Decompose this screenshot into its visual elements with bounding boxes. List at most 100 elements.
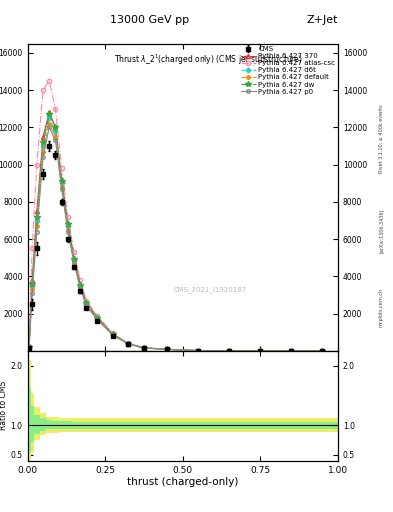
X-axis label: thrust (charged-only): thrust (charged-only) <box>127 477 239 487</box>
Pythia 6.427 d6t <box>59 180 64 186</box>
Pythia 6.427 atlas-csc <box>227 348 232 354</box>
Pythia 6.427 370 <box>47 110 51 116</box>
Pythia 6.427 default <box>110 332 115 338</box>
Pythia 6.427 atlas-csc <box>258 348 263 354</box>
Pythia 6.427 atlas-csc <box>35 162 39 168</box>
Pythia 6.427 default <box>30 286 35 292</box>
Pythia 6.427 atlas-csc <box>66 214 70 220</box>
Text: 13000 GeV pp: 13000 GeV pp <box>110 14 189 25</box>
Pythia 6.427 dw <box>84 301 89 307</box>
Pythia 6.427 atlas-csc <box>53 105 58 112</box>
Pythia 6.427 370 <box>30 277 35 283</box>
Pythia 6.427 dw <box>126 340 131 347</box>
Pythia 6.427 p0 <box>196 348 201 354</box>
Pythia 6.427 d6t <box>41 143 46 149</box>
Pythia 6.427 370 <box>53 124 58 131</box>
Pythia 6.427 dw <box>30 281 35 287</box>
Pythia 6.427 default <box>126 341 131 347</box>
Pythia 6.427 d6t <box>27 344 31 350</box>
Line: Pythia 6.427 370: Pythia 6.427 370 <box>27 111 325 353</box>
Pythia 6.427 p0 <box>53 137 58 143</box>
Pythia 6.427 default <box>72 259 77 265</box>
Pythia 6.427 d6t <box>47 115 51 121</box>
Pythia 6.427 default <box>227 348 232 354</box>
Pythia 6.427 dw <box>165 346 170 352</box>
Pythia 6.427 p0 <box>165 346 170 352</box>
Pythia 6.427 d6t <box>30 283 35 289</box>
Line: Pythia 6.427 p0: Pythia 6.427 p0 <box>28 125 324 353</box>
Pythia 6.427 default <box>320 348 325 354</box>
Pythia 6.427 default <box>84 302 89 308</box>
Pythia 6.427 default <box>35 223 39 229</box>
Pythia 6.427 370 <box>258 348 263 354</box>
Text: [arXiv:1306.3436]: [arXiv:1306.3436] <box>379 208 384 252</box>
Pythia 6.427 p0 <box>84 303 89 309</box>
Pythia 6.427 p0 <box>59 186 64 192</box>
Pythia 6.427 p0 <box>66 229 70 235</box>
Pythia 6.427 dw <box>110 331 115 337</box>
Pythia 6.427 p0 <box>41 154 46 160</box>
Pythia 6.427 370 <box>320 348 325 354</box>
Pythia 6.427 dw <box>258 348 263 354</box>
Pythia 6.427 p0 <box>47 124 51 131</box>
Pythia 6.427 p0 <box>289 348 294 354</box>
Pythia 6.427 dw <box>196 348 201 354</box>
Pythia 6.427 atlas-csc <box>27 343 31 349</box>
Pythia 6.427 d6t <box>196 348 201 354</box>
Pythia 6.427 p0 <box>30 290 35 296</box>
Pythia 6.427 dw <box>95 315 100 321</box>
Pythia 6.427 dw <box>66 221 70 227</box>
Pythia 6.427 dw <box>72 255 77 262</box>
Pythia 6.427 370 <box>41 134 46 140</box>
Text: Rivet 3.1.10; ≥ 400k events: Rivet 3.1.10; ≥ 400k events <box>379 104 384 173</box>
Pythia 6.427 atlas-csc <box>110 330 115 336</box>
Pythia 6.427 d6t <box>165 346 170 352</box>
Pythia 6.427 p0 <box>126 341 131 347</box>
Pythia 6.427 370 <box>59 177 64 183</box>
Pythia 6.427 p0 <box>72 260 77 266</box>
Pythia 6.427 d6t <box>141 345 146 351</box>
Pythia 6.427 dw <box>27 344 31 350</box>
Pythia 6.427 dw <box>41 139 46 145</box>
Pythia 6.427 d6t <box>72 257 77 263</box>
Pythia 6.427 atlas-csc <box>196 348 201 354</box>
Pythia 6.427 d6t <box>110 331 115 337</box>
Line: Pythia 6.427 dw: Pythia 6.427 dw <box>26 112 325 354</box>
Pythia 6.427 default <box>78 285 83 291</box>
Pythia 6.427 atlas-csc <box>165 346 170 352</box>
Pythia 6.427 atlas-csc <box>84 297 89 304</box>
Pythia 6.427 default <box>41 148 46 155</box>
Text: Z+Jet: Z+Jet <box>307 14 338 25</box>
Pythia 6.427 default <box>66 227 70 233</box>
Pythia 6.427 370 <box>141 345 146 351</box>
Pythia 6.427 default <box>27 345 31 351</box>
Pythia 6.427 d6t <box>320 348 325 354</box>
Pythia 6.427 p0 <box>27 345 31 351</box>
Pythia 6.427 370 <box>227 348 232 354</box>
Y-axis label: Ratio to CMS: Ratio to CMS <box>0 381 8 431</box>
Pythia 6.427 p0 <box>95 316 100 323</box>
Pythia 6.427 atlas-csc <box>126 340 131 347</box>
Pythia 6.427 atlas-csc <box>72 249 77 255</box>
Text: mcplots.cern.ch: mcplots.cern.ch <box>379 288 384 327</box>
Pythia 6.427 default <box>258 348 263 354</box>
Pythia 6.427 dw <box>141 345 146 351</box>
Pythia 6.427 d6t <box>66 223 70 229</box>
Line: Pythia 6.427 default: Pythia 6.427 default <box>28 122 324 353</box>
Pythia 6.427 d6t <box>289 348 294 354</box>
Pythia 6.427 d6t <box>126 341 131 347</box>
Pythia 6.427 p0 <box>35 229 39 235</box>
Pythia 6.427 370 <box>72 255 77 261</box>
Pythia 6.427 370 <box>289 348 294 354</box>
Pythia 6.427 default <box>95 316 100 323</box>
Pythia 6.427 p0 <box>258 348 263 354</box>
Pythia 6.427 atlas-csc <box>95 312 100 318</box>
Pythia 6.427 370 <box>196 348 201 354</box>
Pythia 6.427 p0 <box>320 348 325 354</box>
Pythia 6.427 d6t <box>53 128 58 134</box>
Pythia 6.427 p0 <box>78 286 83 292</box>
Pythia 6.427 default <box>196 348 201 354</box>
Line: Pythia 6.427 atlas-csc: Pythia 6.427 atlas-csc <box>27 79 325 353</box>
Pythia 6.427 default <box>165 346 170 352</box>
Pythia 6.427 dw <box>53 124 58 131</box>
